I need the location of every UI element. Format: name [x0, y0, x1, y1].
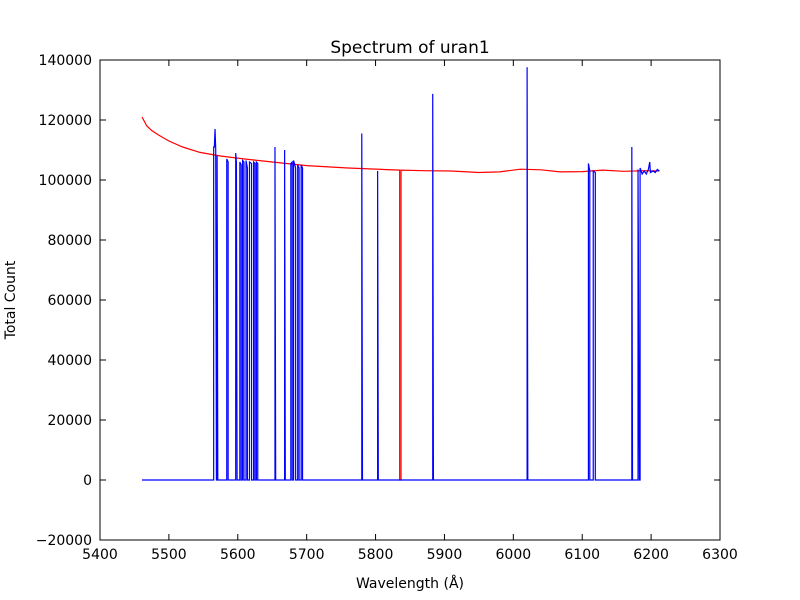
- x-tick-label: 5500: [151, 547, 187, 563]
- y-tick-label: 140000: [39, 53, 92, 69]
- y-tick-label: 100000: [39, 173, 92, 189]
- chart-title: Spectrum of uran1: [330, 38, 489, 58]
- x-tick-label: 5600: [220, 547, 256, 563]
- x-tick-label: 5800: [358, 547, 394, 563]
- x-tick-label: 5900: [427, 547, 463, 563]
- y-tick-label: 40000: [47, 353, 92, 369]
- y-tick-label: 120000: [39, 113, 92, 129]
- y-tick-label: 0: [83, 473, 92, 489]
- y-tick-label: 60000: [47, 293, 92, 309]
- x-tick-label: 5700: [289, 547, 325, 563]
- x-tick-label: 6100: [564, 547, 600, 563]
- y-axis-label: Total Count: [3, 260, 19, 340]
- y-tick-label: −20000: [36, 533, 92, 549]
- x-tick-label: 5400: [82, 547, 118, 563]
- y-tick-label: 80000: [47, 233, 92, 249]
- data-line: [142, 67, 660, 481]
- x-tick-label: 6200: [633, 547, 669, 563]
- x-tick-label: 6000: [496, 547, 532, 563]
- y-tick-label: 20000: [47, 413, 92, 429]
- x-axis-label: Wavelength (Å): [356, 575, 464, 592]
- plot-area: [141, 67, 660, 481]
- x-tick-label: 6300: [702, 547, 738, 563]
